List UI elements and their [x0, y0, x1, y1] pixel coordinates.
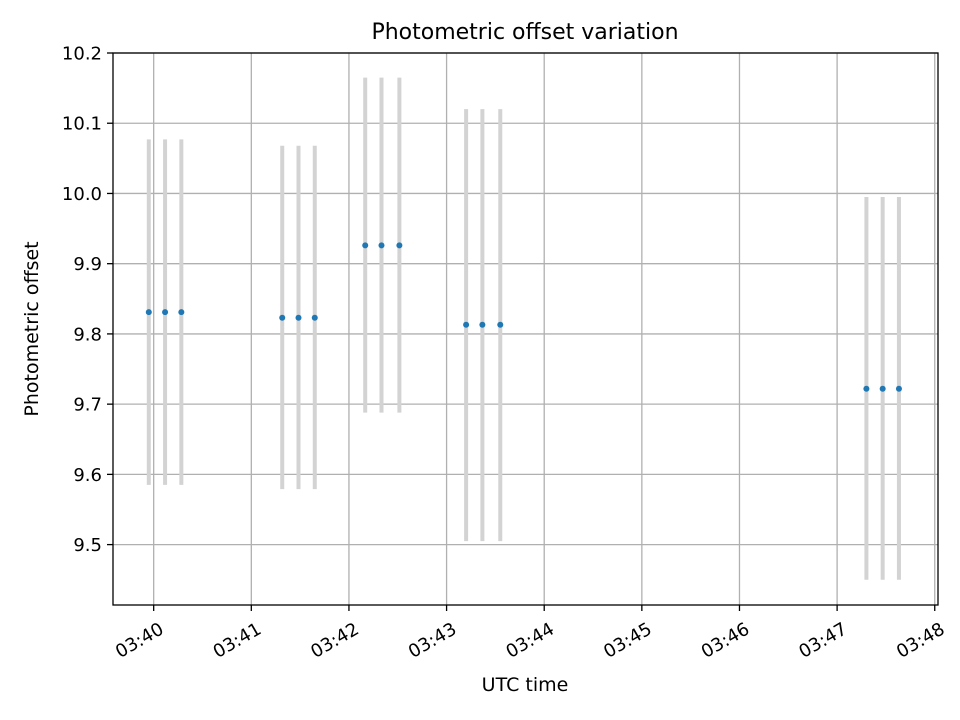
data-point — [863, 385, 870, 392]
data-point — [178, 309, 185, 316]
y-tick-label: 9.7 — [73, 395, 102, 416]
y-tick-label: 9.9 — [73, 254, 102, 275]
data-point — [311, 314, 318, 321]
y-axis-ticks: 9.5 9.6 9.7 9.8 9.9 10.0 10.1 10.2 — [62, 44, 113, 556]
data-point — [295, 314, 302, 321]
data-point — [362, 242, 369, 249]
y-tick-label: 10.2 — [62, 44, 102, 65]
data-point — [497, 321, 504, 328]
data-point — [463, 321, 470, 328]
data-points — [145, 242, 902, 392]
data-point — [479, 321, 486, 328]
data-point — [378, 242, 385, 249]
y-tick-label: 9.8 — [73, 324, 102, 345]
data-point — [279, 314, 286, 321]
y-tick-label: 10.1 — [62, 114, 102, 135]
data-point — [145, 309, 152, 316]
y-tick-label: 9.6 — [73, 465, 102, 486]
y-axis-label: Photometric offset — [21, 241, 43, 416]
plot-frame — [112, 52, 939, 606]
data-point — [396, 242, 403, 249]
chart-title: Photometric offset variation — [371, 20, 678, 45]
y-tick-label: 9.5 — [73, 535, 102, 556]
y-tick-label: 10.0 — [62, 184, 102, 205]
data-point — [879, 385, 886, 392]
data-point — [162, 309, 169, 316]
x-axis-label: UTC time — [482, 674, 569, 696]
data-point — [895, 385, 902, 392]
